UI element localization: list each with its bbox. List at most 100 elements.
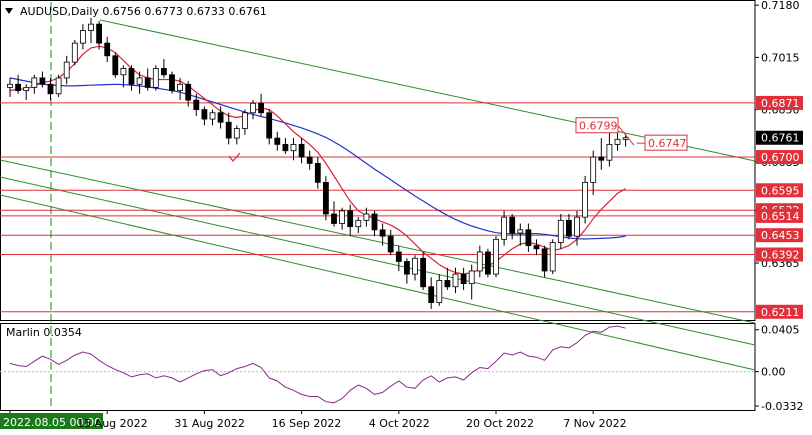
candle-body [493,238,499,275]
candle-body [590,156,597,183]
candle-body [476,251,483,272]
candle-body [371,213,378,231]
candle-body [55,77,62,95]
candle-body [517,229,524,234]
level-price-box [756,304,803,319]
target-leader [617,125,635,146]
red-moving-average [9,45,626,275]
oscillator-tick-label: -0.0332 [761,400,803,413]
trend-channel-line [0,159,756,324]
candle-body [144,77,151,88]
candle-body [80,30,86,44]
candle-body [468,270,475,285]
candle-body [574,216,580,237]
level-price-box [756,95,803,110]
candle-body [501,216,508,240]
check-mark [228,152,241,163]
candle-body [136,77,143,85]
candle-body [250,102,256,114]
candle-body [549,242,556,272]
candle-body [31,77,38,88]
date-cursor-box [0,413,103,429]
date-tick-label: 20 Oct 2022 [466,417,534,430]
candle-body [298,143,305,158]
oscillator-panel-frame [0,323,756,411]
trend-channel-line [0,176,756,346]
candle-body [88,23,94,31]
candle-body [209,112,216,120]
candle-body [460,273,467,285]
candle-body [23,87,30,91]
candle-body [225,121,232,139]
candle-body [395,251,402,262]
candle-body [322,181,329,215]
symbol-label: AUDUSD,Daily 0.6756 0.6773 0.6733 0.6761 [20,5,267,18]
candle-body [606,143,613,161]
candle-body [541,248,548,272]
candle-body [258,102,265,114]
candle-body [71,42,78,63]
marlin-line [9,325,626,404]
oscillator-tick-label: 0.0405 [761,324,800,337]
candle-body [533,245,540,250]
candle-body [582,181,588,218]
level-price-label: 0.6514 [761,210,800,223]
candle-body [39,77,46,85]
candle-body [152,68,159,88]
candle-body [306,156,313,164]
candle-body [331,213,337,224]
date-cursor-label: 2022.08.05 00:00 [3,416,101,429]
candle-body [428,286,435,303]
candle-body [614,138,621,145]
candle-body [241,112,248,129]
candle-body [177,83,184,91]
candle-body [412,257,418,275]
candle-body [566,219,572,237]
level-price-label: 0.6453 [761,229,800,242]
level-price-box [756,183,803,198]
target-box [575,117,619,134]
candle-body [525,229,532,247]
current-price-box [756,130,803,145]
target-label: 0.6747 [648,137,687,150]
candle-body [557,219,564,243]
candle-body [339,210,346,224]
candle-body [128,68,135,85]
oscillator-title: Marlin 0.0354 [6,326,82,339]
candle-body [201,109,208,120]
level-price-box [756,247,803,262]
date-tick-label: 4 Oct 2022 [369,417,430,430]
target-label: 0.6799 [579,120,618,133]
oscillator-tick-label: 0.00 [761,366,786,379]
candle-body [217,112,224,123]
candle-body [622,137,629,140]
candle-body [185,83,192,101]
current-price-label: 0.6761 [761,132,800,145]
dropdown-arrow-icon [5,8,13,14]
candle-body [363,213,370,221]
candle-body [169,74,175,91]
candle-body [347,210,354,228]
level-price-box [756,150,803,165]
candle-body [420,257,427,288]
candle-body [112,55,119,76]
candle-body [63,61,70,79]
candle-body [47,83,54,95]
candle-body [452,273,459,288]
level-price-box [756,208,803,223]
price-tick-label: 0.7180 [761,0,800,12]
level-price-label: 0.6392 [761,249,800,262]
candle-body [509,216,516,234]
candle-body [598,156,605,161]
candle-body [484,251,491,275]
candle-body [96,23,102,44]
candle-body [282,143,289,152]
candle-body [436,280,443,303]
candle-body [355,219,362,228]
level-price-box [756,228,803,243]
trend-channel-line [0,194,756,371]
candle-body [160,68,167,76]
price-panel-frame [0,0,756,321]
candle-body [387,235,394,253]
